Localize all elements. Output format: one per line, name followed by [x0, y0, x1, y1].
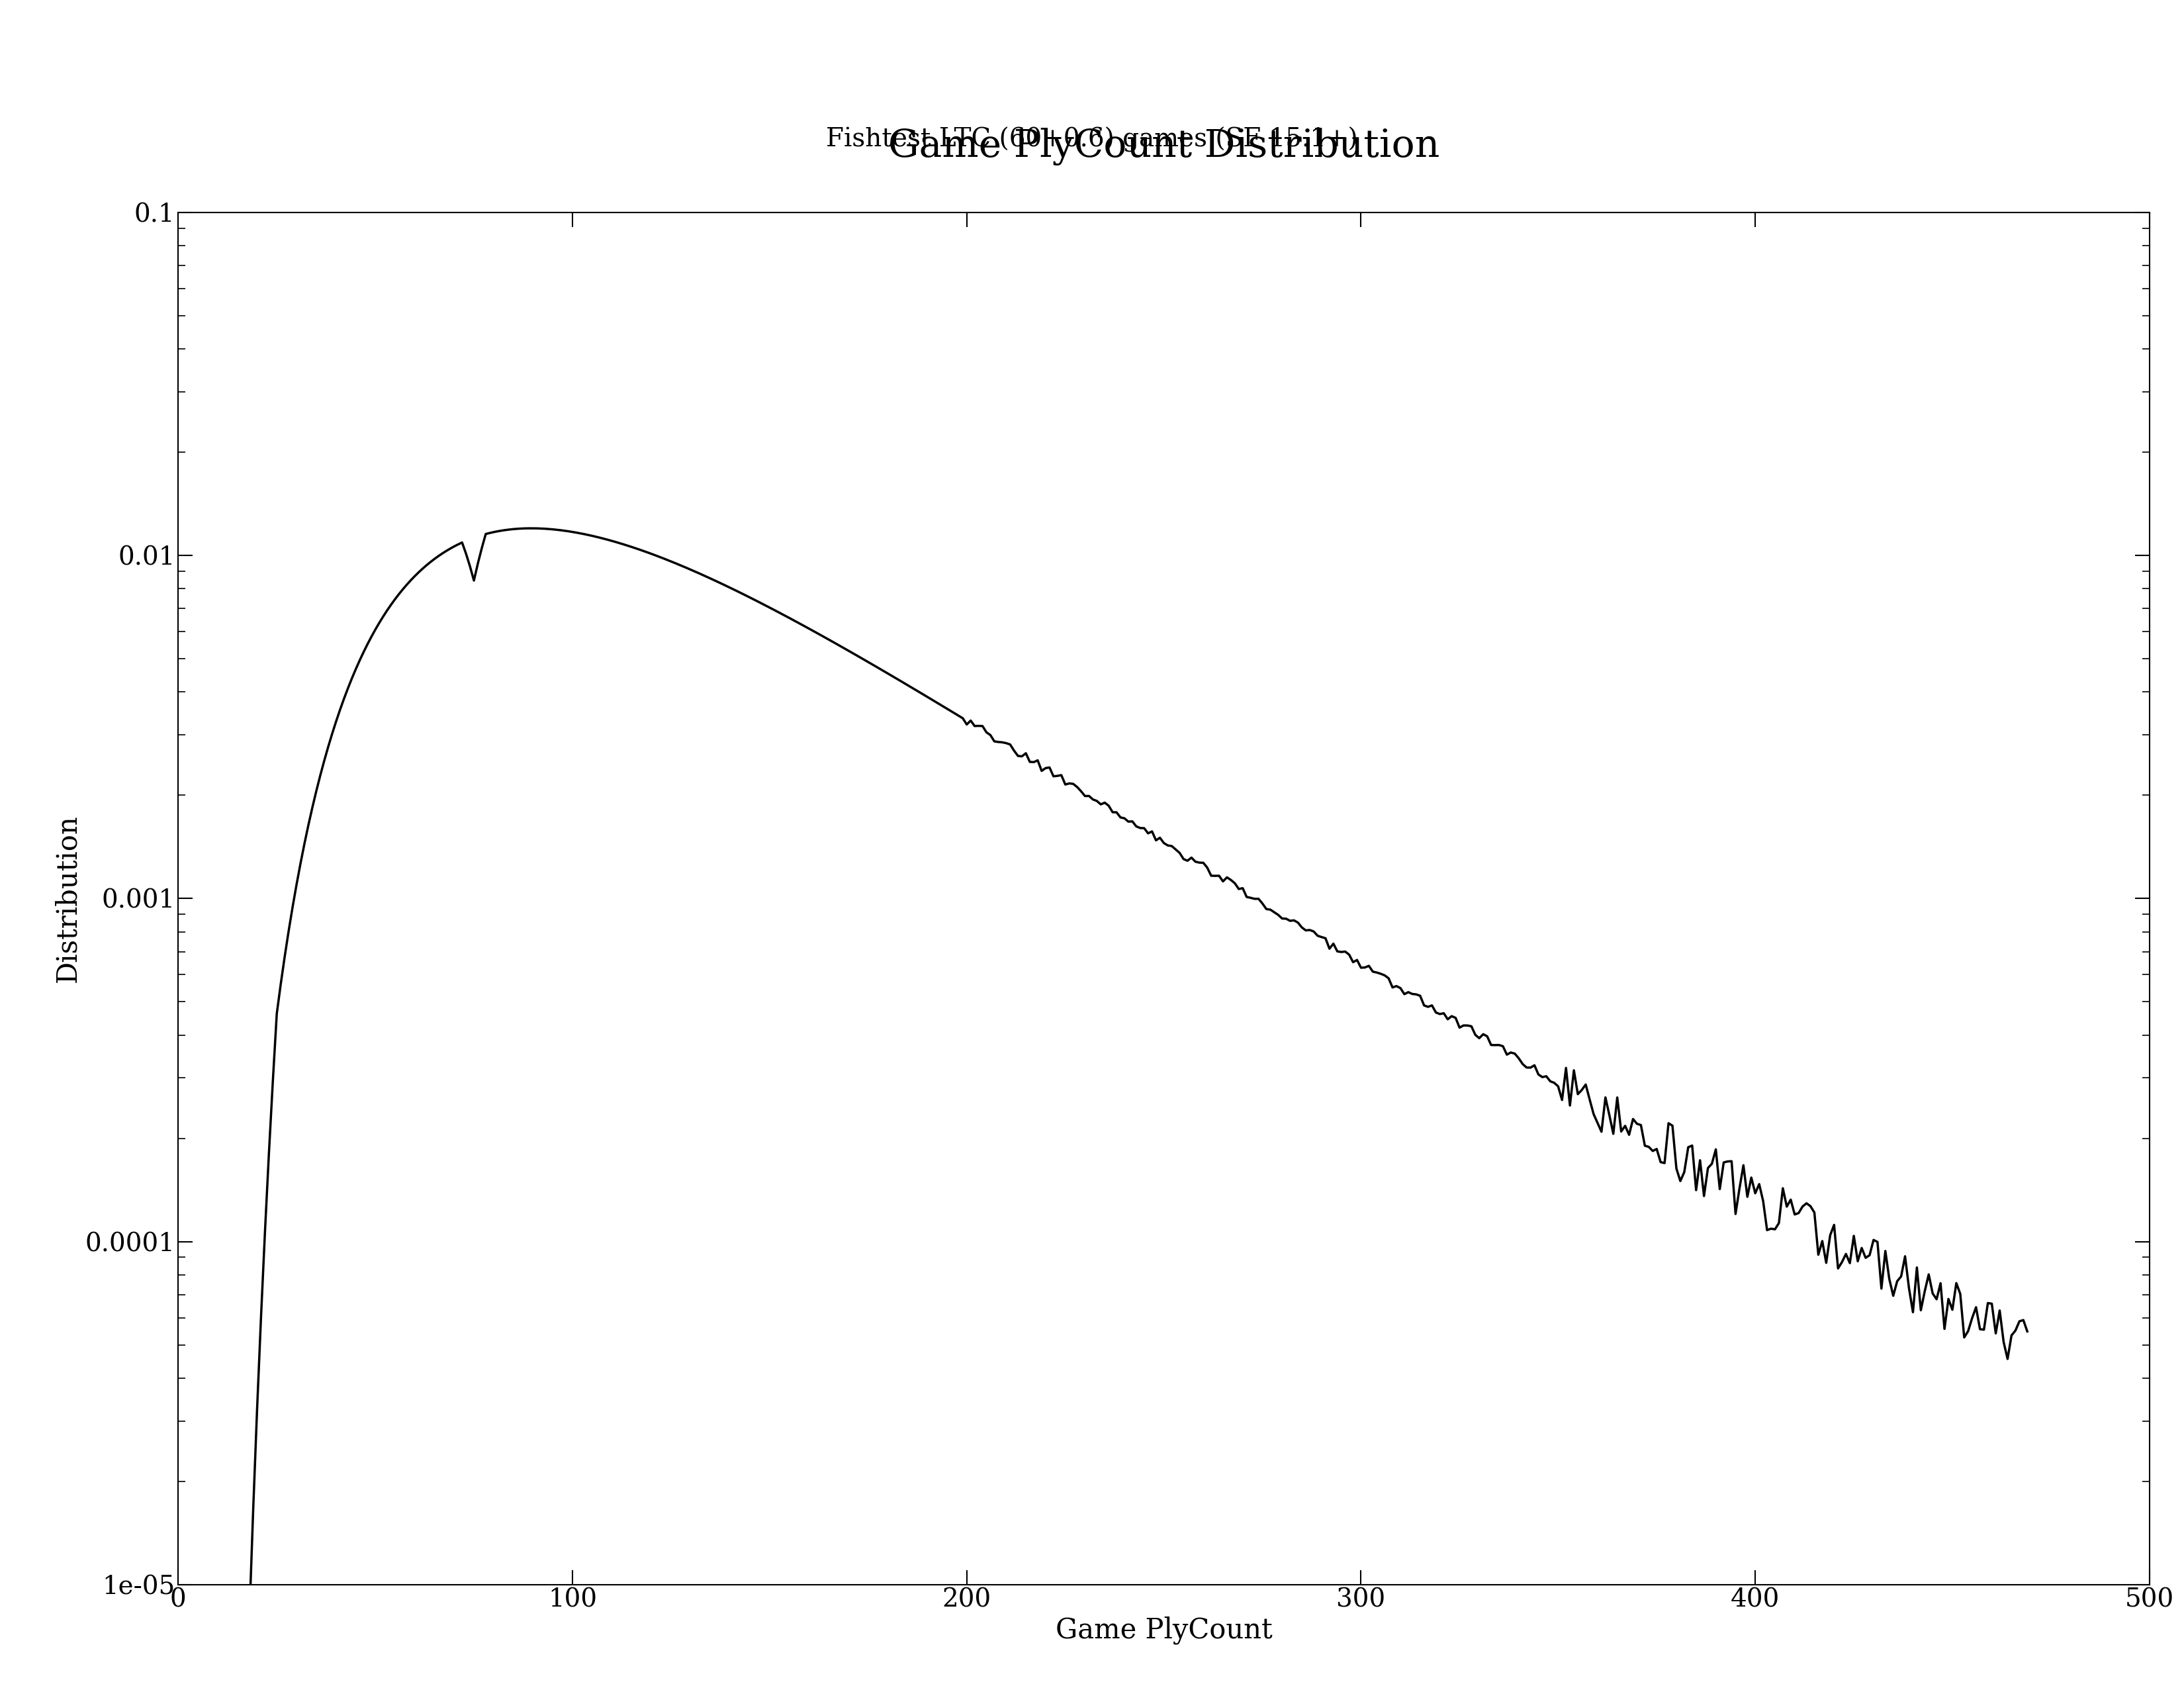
Text: Fishtest LTC (60+0.6) games (SF 15.1+): Fishtest LTC (60+0.6) games (SF 15.1+) [826, 127, 1358, 152]
X-axis label: Game PlyCount: Game PlyCount [1055, 1615, 1273, 1644]
Title: Game PlyCount Distribution: Game PlyCount Distribution [889, 128, 1439, 165]
Y-axis label: Distribution: Distribution [55, 815, 81, 982]
